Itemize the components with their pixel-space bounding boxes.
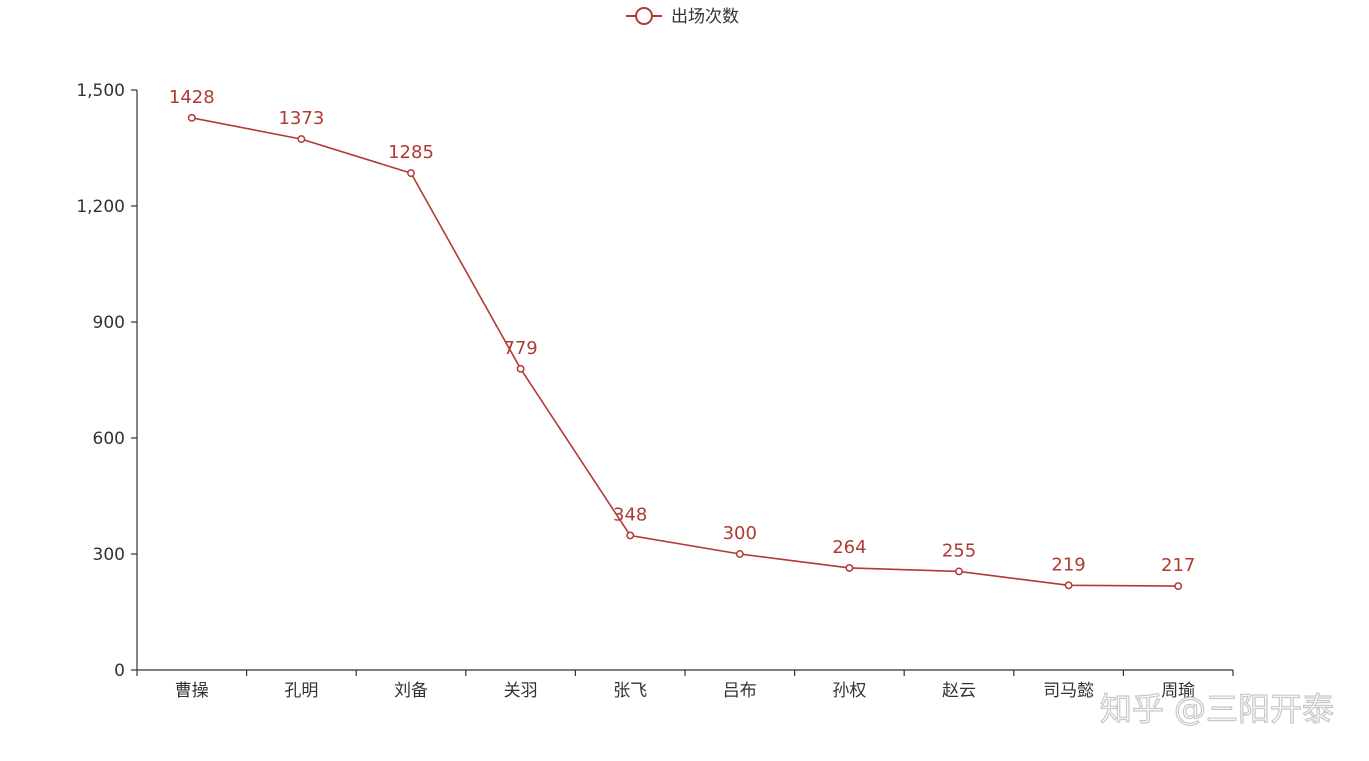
- x-tick-label: 刘备: [394, 681, 428, 701]
- x-axis: 曹操 孔明 刘备 关羽 张飞 吕布 孙权 赵云 司马懿 周瑜: [136, 669, 1234, 701]
- x-tick-label: 周瑜: [1161, 681, 1195, 701]
- data-point[interactable]: [955, 567, 963, 576]
- data-point[interactable]: [297, 135, 306, 144]
- data-point[interactable]: [1174, 582, 1183, 591]
- legend[interactable]: 出场次数: [626, 7, 739, 27]
- data-label: 1285: [388, 142, 434, 163]
- data-label: 219: [1051, 554, 1085, 575]
- y-tick-label: 0: [114, 661, 125, 681]
- data-label: 1428: [169, 87, 215, 108]
- data-point[interactable]: [516, 364, 525, 373]
- y-tick-label: 1,500: [76, 81, 125, 101]
- data-label: 217: [1161, 555, 1195, 576]
- legend-label: 出场次数: [671, 7, 739, 27]
- data-label: 348: [613, 504, 647, 525]
- y-axis: 0 300 600 900 1,200 1,500: [76, 81, 138, 681]
- data-label: 300: [723, 523, 757, 544]
- series-line: [187, 113, 1183, 591]
- x-tick-label: 司马懿: [1043, 681, 1094, 701]
- y-tick-label: 600: [93, 429, 125, 449]
- watermark: 知乎 @三阳开泰: [1100, 690, 1334, 728]
- data-labels: 1428 1373 1285 779 348 300 264 255 219 217: [169, 87, 1195, 576]
- x-tick-label: 孔明: [284, 681, 318, 701]
- data-point[interactable]: [845, 563, 854, 572]
- data-label: 1373: [278, 108, 324, 129]
- data-label: 779: [503, 338, 537, 359]
- x-tick-label: 吕布: [723, 681, 757, 701]
- data-point[interactable]: [187, 113, 196, 122]
- y-tick-label: 300: [93, 545, 125, 565]
- data-label: 255: [942, 540, 976, 561]
- x-tick-label: 关羽: [504, 681, 538, 701]
- series-polyline: [191, 117, 1179, 587]
- data-point[interactable]: [407, 169, 415, 178]
- y-tick-label: 1,200: [76, 197, 125, 217]
- legend-marker-icon: [635, 7, 653, 25]
- data-point[interactable]: [1064, 581, 1073, 590]
- data-point[interactable]: [735, 550, 744, 558]
- data-point[interactable]: [626, 531, 635, 540]
- x-tick-label: 孙权: [832, 681, 866, 701]
- y-tick-label: 900: [93, 313, 125, 333]
- x-tick-label: 张飞: [613, 681, 647, 701]
- x-tick-label: 曹操: [175, 681, 209, 701]
- data-label: 264: [832, 537, 866, 558]
- x-tick-label: 赵云: [942, 681, 976, 701]
